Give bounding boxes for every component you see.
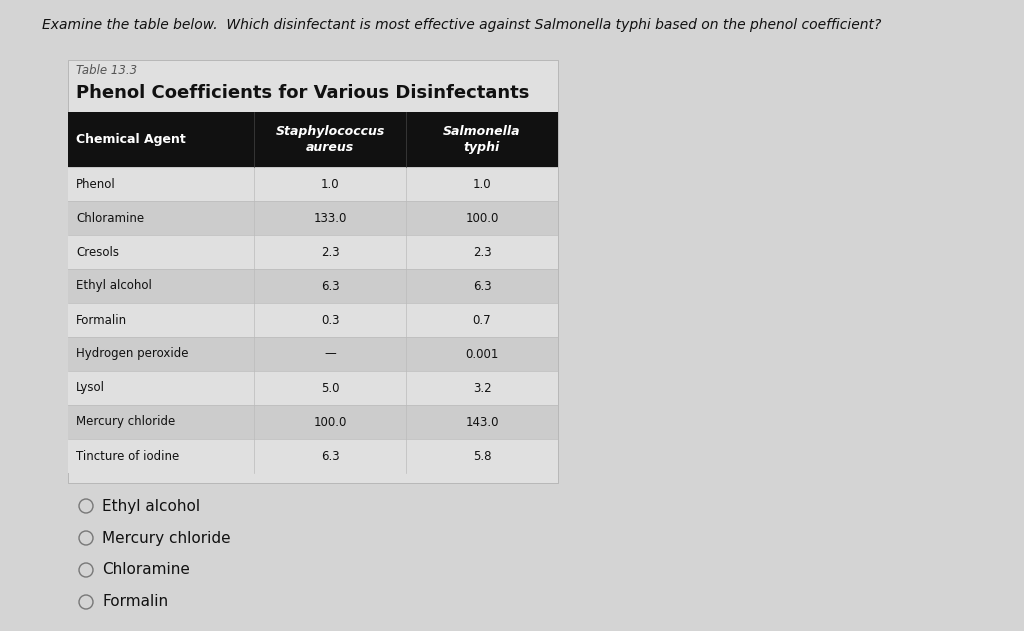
Text: Examine the table below.  Which disinfectant is most effective against Salmonell: Examine the table below. Which disinfect… — [42, 18, 882, 32]
Bar — [68, 167, 558, 201]
Text: 1.0: 1.0 — [321, 177, 340, 191]
Text: Chloramine: Chloramine — [76, 211, 144, 225]
Text: 143.0: 143.0 — [465, 415, 499, 428]
Text: Ethyl alcohol: Ethyl alcohol — [102, 498, 200, 514]
Text: Lysol: Lysol — [76, 382, 105, 394]
Bar — [68, 201, 558, 235]
Text: 5.0: 5.0 — [321, 382, 339, 394]
Bar — [68, 371, 558, 405]
Bar — [68, 112, 558, 167]
Text: Chemical Agent: Chemical Agent — [76, 133, 185, 146]
Text: 6.3: 6.3 — [473, 280, 492, 293]
Text: —: — — [325, 348, 336, 360]
Text: Phenol Coefficients for Various Disinfectants: Phenol Coefficients for Various Disinfec… — [76, 84, 529, 102]
Text: Phenol: Phenol — [76, 177, 116, 191]
Bar — [68, 269, 558, 303]
Text: Hydrogen peroxide: Hydrogen peroxide — [76, 348, 188, 360]
Bar — [68, 303, 558, 337]
Text: 2.3: 2.3 — [473, 245, 492, 259]
Text: 100.0: 100.0 — [465, 211, 499, 225]
Text: Tincture of iodine: Tincture of iodine — [76, 449, 179, 463]
Text: Ethyl alcohol: Ethyl alcohol — [76, 280, 152, 293]
Bar — [68, 439, 558, 473]
Text: Mercury chloride: Mercury chloride — [102, 531, 230, 546]
Text: Cresols: Cresols — [76, 245, 119, 259]
Bar — [68, 60, 558, 483]
Text: 133.0: 133.0 — [313, 211, 347, 225]
Bar — [68, 235, 558, 269]
Text: Formalin: Formalin — [102, 594, 168, 610]
Text: Staphylococcus
aureus: Staphylococcus aureus — [275, 125, 385, 154]
Text: 5.8: 5.8 — [473, 449, 492, 463]
Text: 0.3: 0.3 — [321, 314, 339, 326]
Bar — [68, 405, 558, 439]
Text: Mercury chloride: Mercury chloride — [76, 415, 175, 428]
Text: Salmonella
typhi: Salmonella typhi — [443, 125, 521, 154]
Text: 0.001: 0.001 — [465, 348, 499, 360]
Text: 6.3: 6.3 — [321, 449, 340, 463]
Text: 2.3: 2.3 — [321, 245, 340, 259]
Text: Chloramine: Chloramine — [102, 562, 189, 577]
Bar — [68, 337, 558, 371]
Text: 3.2: 3.2 — [473, 382, 492, 394]
Text: 6.3: 6.3 — [321, 280, 340, 293]
Text: Table 13.3: Table 13.3 — [76, 64, 137, 77]
Text: 1.0: 1.0 — [473, 177, 492, 191]
Text: 0.7: 0.7 — [473, 314, 492, 326]
Text: 100.0: 100.0 — [313, 415, 347, 428]
Text: Formalin: Formalin — [76, 314, 127, 326]
